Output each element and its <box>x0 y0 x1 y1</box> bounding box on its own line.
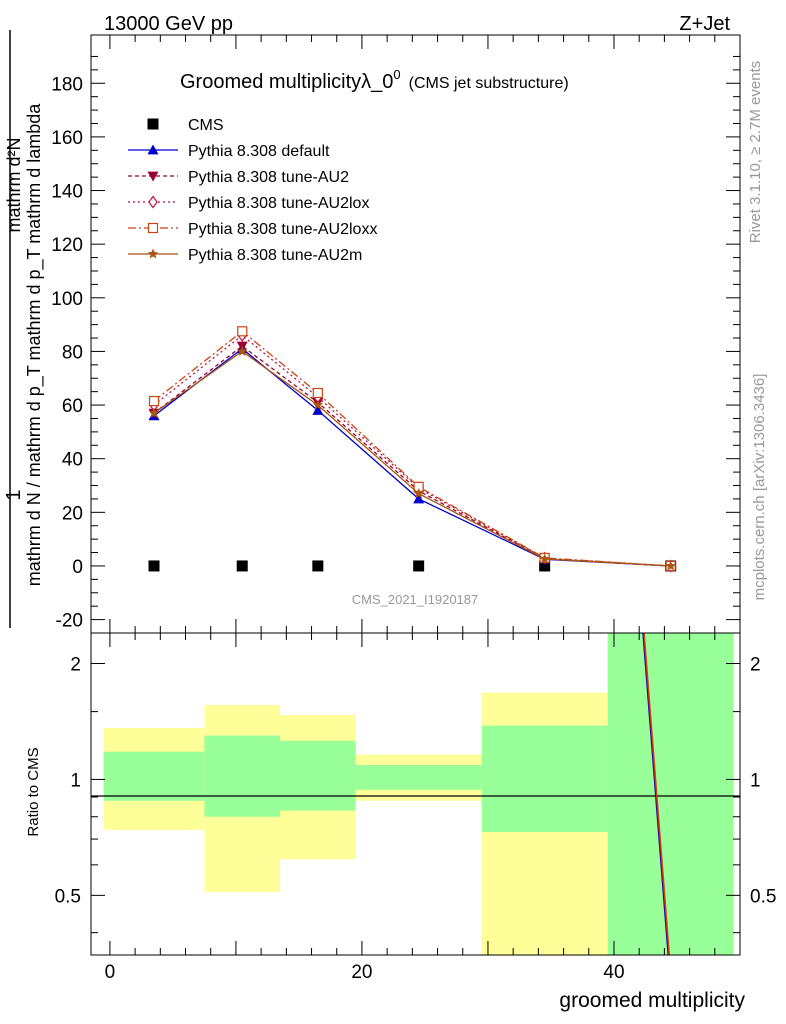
series-line <box>153 345 671 567</box>
data-point <box>413 493 425 504</box>
legend-entry: Pythia 8.308 tune-AU2lox <box>128 195 369 212</box>
mcplots-label: mcplots.cern.ch [arXiv:1306.3436] <box>751 374 768 601</box>
y-label-denominator: mathrm d N / mathrm d p_T mathrm d p_T m… <box>24 103 45 586</box>
data-point <box>665 560 676 571</box>
legend-label: Pythia 8.308 tune-AU2m <box>188 247 362 264</box>
legend-entry: Pythia 8.308 tune-AU2 <box>128 169 349 186</box>
series-4 <box>148 326 676 572</box>
data-point <box>236 560 248 572</box>
data-point <box>413 560 425 572</box>
main-y-label: 1 mathrm d N / mathrm d p_T mathrm d p_T… <box>3 30 45 628</box>
series-line <box>153 347 671 567</box>
main-y-tick-label: 0 <box>72 557 83 578</box>
data-point <box>539 553 550 564</box>
y-label-numerator: 1 <box>3 489 25 500</box>
stat-uncertainty-band <box>481 725 608 833</box>
data-point <box>237 326 248 337</box>
main-y-tick-label: 40 <box>62 450 83 471</box>
stat-uncertainty-band <box>103 751 205 801</box>
main-y-ticks: -20 0 20 40 60 80 100 120 140 160 180 <box>51 35 740 633</box>
data-point <box>312 560 324 572</box>
chart-title-sup: 0 <box>393 67 400 82</box>
main-y-tick-label: 20 <box>62 503 83 524</box>
main-y-tick-label: 180 <box>51 74 83 95</box>
ratio-y-tick-label: 2 <box>70 654 81 675</box>
ratio-panel: 0.5 0.51 12 20 20 40 Ratio to CMS groomed mul… <box>25 632 776 1012</box>
x-tick-label: 20 <box>351 962 372 983</box>
main-y-tick-label: 80 <box>62 342 83 363</box>
y-label-d2n: mathrm d²N <box>4 137 24 232</box>
data-point <box>539 560 551 572</box>
ratio-frame <box>90 632 741 956</box>
stat-uncertainty-band <box>355 765 482 790</box>
ratio-mc-line <box>643 632 671 956</box>
main-y-tick-label: 60 <box>62 396 83 417</box>
main-panel: -20 0 20 40 60 80 100 120 140 160 180 Groomed mult… <box>51 34 741 634</box>
ratio-y-tick-label-right: 0.5 <box>750 886 776 907</box>
series-1 <box>148 343 677 571</box>
legend-entry: Pythia 8.308 tune-AU2m <box>128 247 362 264</box>
legend-marker <box>147 248 159 259</box>
rivet-label: Rivet 3.1.10, ≥ 2.7M events <box>747 61 764 244</box>
legend-marker <box>147 118 159 130</box>
legend-marker <box>147 144 159 155</box>
data-point <box>312 404 324 415</box>
series-5 <box>148 345 676 571</box>
x-tick-label: 0 <box>105 962 116 983</box>
chart-title: Groomed multiplicityλ_00 (CMS jet substru… <box>180 67 569 93</box>
series-line <box>153 350 671 567</box>
data-point <box>148 395 160 407</box>
main-y-tick-label: 140 <box>51 182 83 203</box>
legend-marker <box>147 222 159 234</box>
legend-label: CMS <box>188 117 224 134</box>
legend-label: Pythia 8.308 default <box>188 143 330 160</box>
legend-entry: Pythia 8.308 tune-AU2loxx <box>128 221 377 238</box>
watermark: CMS_2021_I1920187 <box>352 592 479 607</box>
ratio-lines <box>642 632 671 956</box>
stat-uncertainty-band <box>280 740 356 811</box>
ratio-y-tick-label: 1 <box>70 770 81 791</box>
main-y-tick-label: 100 <box>51 289 83 310</box>
main-y-tick-label: -20 <box>56 611 83 632</box>
ratio-y-label: Ratio to CMS <box>25 747 42 836</box>
main-series <box>148 326 677 573</box>
ratio-y-tick-label: 0.5 <box>55 886 81 907</box>
data-point <box>312 387 323 399</box>
main-y-tick-label: 120 <box>51 235 83 256</box>
data-point <box>148 560 160 572</box>
chart-title-sub: (CMS jet substructure) <box>409 75 569 92</box>
series-line <box>153 334 671 567</box>
process-label: Z+Jet <box>679 13 730 35</box>
data-point <box>312 399 324 410</box>
chart-title-main: Groomed multiplicityλ_0 <box>180 71 393 93</box>
legend-marker <box>148 195 158 209</box>
legend-label: Pythia 8.308 tune-AU2 <box>188 169 349 186</box>
ratio-y-tick-label-right: 1 <box>750 770 761 791</box>
stat-uncertainty-band <box>607 633 734 955</box>
x-axis-label: groomed multiplicity <box>559 989 745 1012</box>
series-line <box>153 330 671 567</box>
data-point <box>413 488 424 498</box>
legend-marker <box>147 171 159 182</box>
energy-label: 13000 GeV pp <box>104 13 233 35</box>
legend-label: Pythia 8.308 tune-AU2lox <box>188 195 369 212</box>
ratio-ticks: 0.5 0.51 12 20 20 40 <box>55 633 776 983</box>
main-y-tick-label: 160 <box>51 128 83 149</box>
ratio-y-tick-label-right: 2 <box>750 654 761 675</box>
legend-entry: CMS <box>147 117 224 134</box>
series-2 <box>148 341 677 572</box>
stat-uncertainty-band <box>204 735 281 817</box>
x-tick-label: 40 <box>603 962 624 983</box>
ratio-band-bins <box>103 633 734 955</box>
data-point <box>237 345 248 356</box>
legend-entry: Pythia 8.308 default <box>128 143 330 160</box>
legend-label: Pythia 8.308 tune-AU2loxx <box>188 221 377 238</box>
series-3 <box>149 328 676 573</box>
legend: CMS Pythia 8.308 default Pythia 8.308 tune… <box>128 117 377 264</box>
data-point <box>148 407 160 418</box>
